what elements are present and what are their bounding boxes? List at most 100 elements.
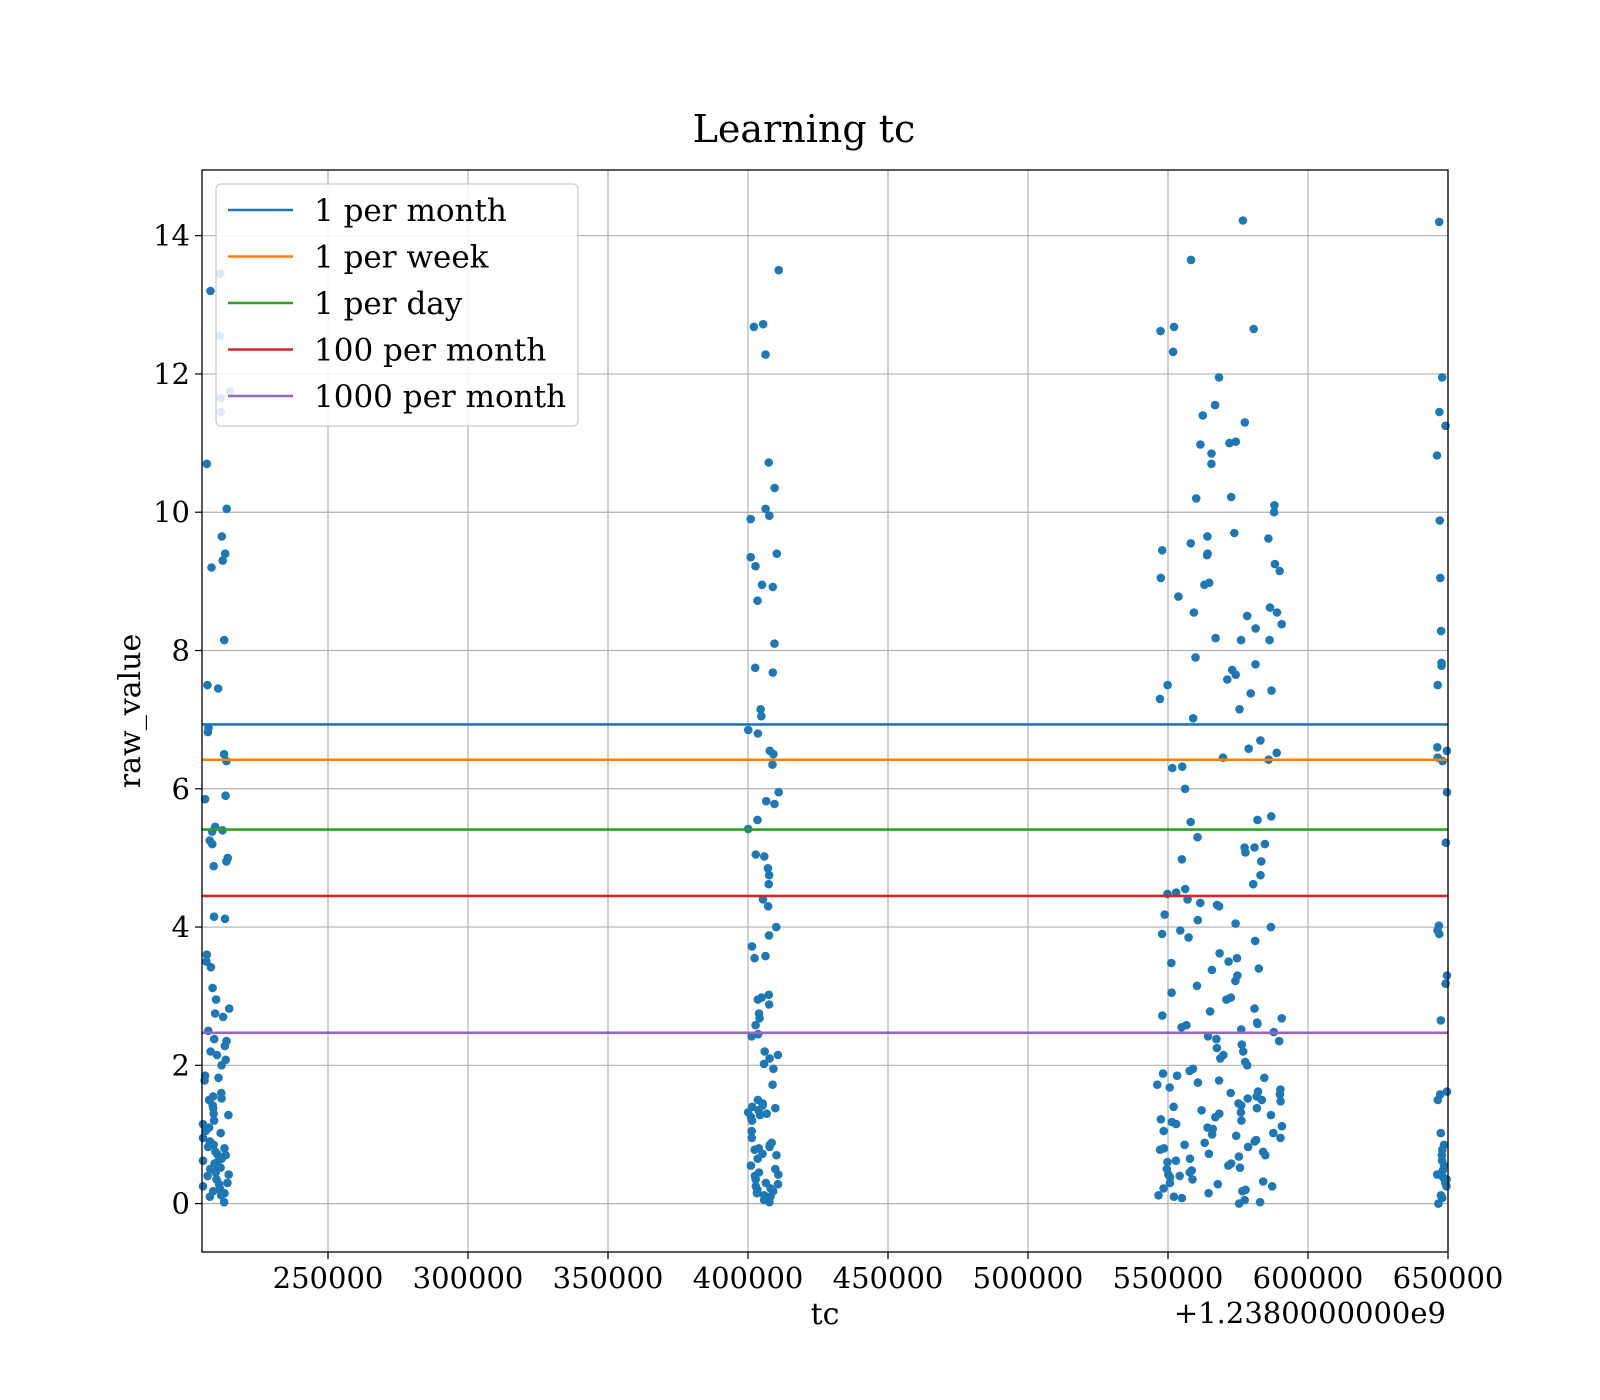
scatter-point: [1265, 603, 1275, 612]
scatter-point: [750, 663, 760, 673]
scatter-point: [1169, 1192, 1179, 1201]
scatter-point: [747, 1032, 756, 1041]
scatter-point: [1207, 449, 1216, 458]
scatter-point: [203, 680, 212, 690]
legend-items: 1 per month 1 per week 1 per day 100 per mo…: [228, 193, 566, 415]
scatter-point: [1276, 1133, 1285, 1143]
scatter-point: [210, 1009, 220, 1018]
scatter-point: [772, 1150, 781, 1160]
scatter-point: [756, 705, 765, 714]
scatter-point: [1260, 1073, 1269, 1083]
scatter-point: [1214, 373, 1224, 382]
scatter-point: [216, 1128, 225, 1138]
scatter-point: [1224, 1161, 1233, 1170]
scatter-point: [1157, 546, 1167, 555]
scatter-point: [218, 1012, 228, 1022]
scatter-point: [1253, 1019, 1262, 1029]
scatter-point: [762, 1109, 771, 1118]
scatter-point: [1264, 534, 1273, 543]
scatter-point: [1165, 1178, 1175, 1188]
scatter-point: [1235, 705, 1244, 714]
scatter-point: [208, 839, 217, 849]
scatter-point: [1156, 573, 1166, 583]
scatter-point: [1167, 988, 1176, 997]
scatter-point: [1434, 217, 1444, 227]
scatter-point: [1185, 1168, 1194, 1177]
x-axis-label: tc: [811, 1297, 840, 1332]
scatter-point: [1232, 953, 1242, 963]
y-tick-label: 0: [172, 1187, 190, 1221]
scatter-point: [1207, 1130, 1217, 1139]
y-axis-ticks: 0 2 4 6 8 10 12 14: [153, 219, 202, 1221]
scatter-point: [220, 1144, 229, 1153]
scatter-point: [1436, 573, 1445, 583]
scatter-point: [761, 796, 771, 806]
scatter-point: [224, 1110, 233, 1120]
scatter-point: [1251, 624, 1260, 633]
scatter-point: [1266, 922, 1276, 932]
scatter-point: [1212, 1034, 1221, 1044]
scatter-point: [1174, 592, 1183, 601]
scatter-point: [771, 1103, 780, 1113]
scatter-point: [1188, 714, 1198, 723]
scatter-point: [201, 1126, 210, 1136]
scatter-point: [1224, 957, 1233, 966]
scatter-point: [773, 1179, 783, 1189]
scatter-point: [749, 322, 759, 332]
scatter-point: [1214, 1076, 1224, 1085]
scatter-point: [220, 914, 230, 924]
scatter-point: [1238, 1186, 1247, 1196]
scatter-point: [1188, 1175, 1197, 1184]
scatter-point: [1197, 1106, 1206, 1115]
scatter-point: [1261, 1150, 1270, 1160]
scatter-point: [770, 483, 779, 493]
scatter-point: [1203, 532, 1212, 541]
scatter-point: [1180, 1140, 1189, 1150]
scatter-point: [1238, 1047, 1248, 1056]
x-axis-ticks: 250000 300000 350000 400000 450000 500000 5500…: [273, 1252, 1503, 1295]
scatter-point: [1436, 1128, 1446, 1138]
scatter-point: [1256, 870, 1265, 880]
scatter-point: [220, 1041, 230, 1051]
scatter-point: [759, 1059, 769, 1069]
scatter-point: [1191, 653, 1200, 662]
scatter-point: [746, 1161, 756, 1170]
scatter-point: [1242, 611, 1252, 621]
scatter-point: [224, 1170, 233, 1179]
scatter-point: [1260, 839, 1270, 849]
scatter-point: [744, 725, 753, 735]
scatter-point: [219, 1197, 229, 1207]
scatter-point: [761, 350, 770, 359]
scatter-point: [1169, 322, 1179, 332]
scatter-point: [753, 596, 762, 605]
scatter-point: [764, 458, 773, 467]
scatter-point: [1193, 1078, 1203, 1087]
scatter-point: [768, 1080, 777, 1089]
scatter-point: [1212, 1043, 1222, 1053]
scatter-point: [209, 912, 219, 921]
scatter-point: [765, 1142, 774, 1152]
scatter-point: [1231, 919, 1240, 928]
scatter-point: [1183, 895, 1192, 904]
scatter-point: [198, 1182, 208, 1191]
scatter-point: [1171, 1156, 1181, 1165]
y-tick-label: 8: [172, 634, 190, 668]
scatter-point: [1176, 926, 1185, 935]
scatter-point: [764, 990, 774, 1000]
scatter-point: [209, 1116, 219, 1125]
scatter-point: [1242, 1061, 1252, 1070]
scatter-point: [1441, 838, 1451, 847]
scatter-point: [1222, 995, 1231, 1004]
scatter-point: [1163, 1157, 1172, 1167]
scatter-point: [1192, 981, 1202, 991]
scatter-point: [1213, 1179, 1223, 1189]
scatter-point: [217, 532, 227, 541]
scatter-point: [1433, 743, 1442, 752]
scatter-point: [1156, 326, 1165, 336]
scatter-point: [1175, 1171, 1184, 1181]
scatter-point: [1214, 902, 1224, 911]
y-tick-label: 12: [153, 357, 190, 391]
scatter-point: [1432, 451, 1442, 460]
scatter-point: [1231, 976, 1240, 986]
scatter-point: [1184, 933, 1193, 942]
